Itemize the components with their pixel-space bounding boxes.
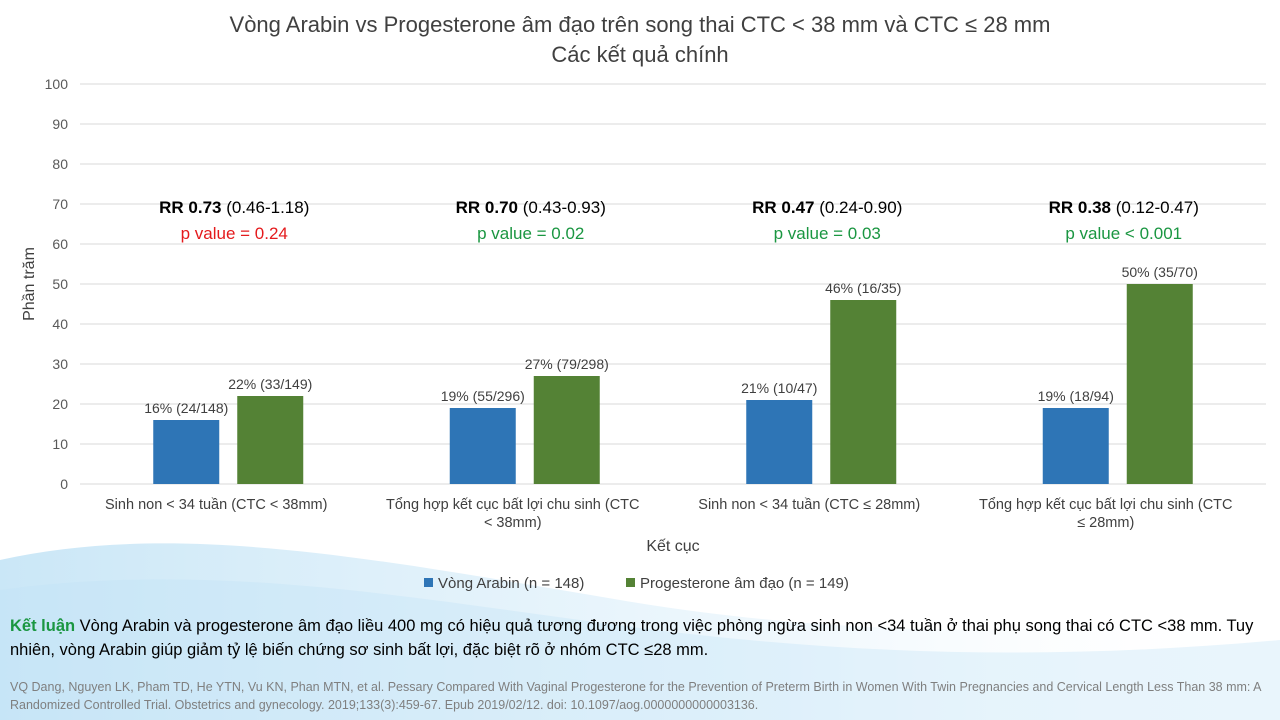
x-category-label: Tổng hợp kết cục bất lợi chu sinh (CTC	[979, 497, 1233, 513]
p-value: p value = 0.03	[774, 224, 881, 243]
bar-data-label: 27% (79/298)	[525, 356, 609, 372]
x-axis-label: Kết cục	[646, 538, 699, 555]
bar-data-label: 21% (10/47)	[741, 380, 817, 396]
bar	[1042, 408, 1109, 484]
x-category-label: Sinh non < 34 tuần (CTC < 38mm)	[105, 497, 327, 513]
bar-data-label: 16% (24/148)	[144, 400, 228, 416]
chart-title-line: Các kết quả chính	[551, 42, 728, 67]
x-category-label: Tổng hợp kết cục bất lợi chu sinh (CTC	[386, 497, 640, 513]
y-tick-label: 0	[60, 476, 68, 492]
rr-ci: (0.46-1.18)	[221, 198, 309, 217]
rr-ci: (0.43-0.93)	[518, 198, 606, 217]
x-category-label: < 38mm)	[484, 515, 542, 531]
rr-value: RR 0.38	[1049, 198, 1111, 217]
rr-annotation: RR 0.70 (0.43-0.93)	[456, 198, 606, 217]
bars	[153, 284, 1193, 484]
x-category-label: ≤ 28mm)	[1077, 515, 1134, 531]
bar-data-label: 22% (33/149)	[228, 376, 312, 392]
chart-title: Vòng Arabin vs Progesterone âm đạo trên …	[230, 12, 1051, 67]
bar	[1126, 284, 1193, 484]
legend-swatch	[424, 578, 433, 587]
rr-value: RR 0.47	[752, 198, 814, 217]
y-axis-label: Phần trăm	[21, 247, 38, 321]
y-tick-label: 50	[52, 276, 68, 292]
bar-data-label: 19% (18/94)	[1038, 388, 1114, 404]
citation-text: VQ Dang, Nguyen LK, Pham TD, He YTN, Vu …	[10, 680, 1261, 712]
y-tick-label: 80	[52, 156, 68, 172]
rr-annotation: RR 0.73 (0.46-1.18)	[159, 198, 309, 217]
p-value: p value = 0.02	[477, 224, 584, 243]
y-tick-label: 30	[52, 356, 68, 372]
bar	[533, 376, 600, 484]
y-axis-ticks: 0 10 20 30 40 50 60 70 80 90 100	[45, 76, 69, 492]
bar	[237, 396, 304, 484]
bar-data-label: 50% (35/70)	[1122, 264, 1198, 280]
y-tick-label: 20	[52, 396, 68, 412]
bar	[830, 300, 897, 484]
rr-value: RR 0.73	[159, 198, 221, 217]
y-tick-label: 90	[52, 116, 68, 132]
rr-value: RR 0.70	[456, 198, 518, 217]
conclusion-lead: Kết luận	[10, 617, 76, 635]
legend-label: Progesterone âm đạo (n = 149)	[640, 575, 849, 592]
y-tick-label: 60	[52, 236, 68, 252]
legend-label: Vòng Arabin (n = 148)	[438, 575, 584, 592]
rr-annotations: RR 0.73 (0.46-1.18) p value = 0.24 RR 0.70…	[159, 198, 1199, 243]
y-tick-label: 100	[45, 76, 69, 92]
conclusion-body: Vòng Arabin và progesterone âm đạo liều …	[10, 617, 1254, 659]
conclusion-text: Kết luận Vòng Arabin và progesterone âm …	[10, 614, 1272, 662]
x-axis-categories: Sinh non < 34 tuần (CTC < 38mm) Tổng hợp …	[105, 497, 1233, 531]
legend-swatch	[626, 578, 635, 587]
y-tick-label: 40	[52, 316, 68, 332]
bar	[449, 408, 516, 484]
rr-ci: (0.24-0.90)	[814, 198, 902, 217]
legend: Vòng Arabin (n = 148) Progesterone âm đạo…	[424, 575, 849, 592]
rr-ci: (0.12-0.47)	[1111, 198, 1199, 217]
y-tick-label: 70	[52, 196, 68, 212]
rr-annotation: RR 0.47 (0.24-0.90)	[752, 198, 902, 217]
chart-title-line: Vòng Arabin vs Progesterone âm đạo trên …	[230, 12, 1051, 37]
x-category-label: Sinh non < 34 tuần (CTC ≤ 28mm)	[698, 497, 920, 513]
bar	[153, 420, 220, 484]
bar-chart: Vòng Arabin vs Progesterone âm đạo trên …	[21, 12, 1266, 592]
p-value: p value < 0.001	[1065, 224, 1182, 243]
bar-data-labels: 16% (24/148) 19% (55/296) 21% (10/47) 19% (…	[144, 264, 1198, 416]
rr-annotation: RR 0.38 (0.12-0.47)	[1049, 198, 1199, 217]
bar	[746, 400, 813, 484]
y-tick-label: 10	[52, 436, 68, 452]
p-value: p value = 0.24	[181, 224, 288, 243]
bar-data-label: 46% (16/35)	[825, 280, 901, 296]
bar-data-label: 19% (55/296)	[441, 388, 525, 404]
